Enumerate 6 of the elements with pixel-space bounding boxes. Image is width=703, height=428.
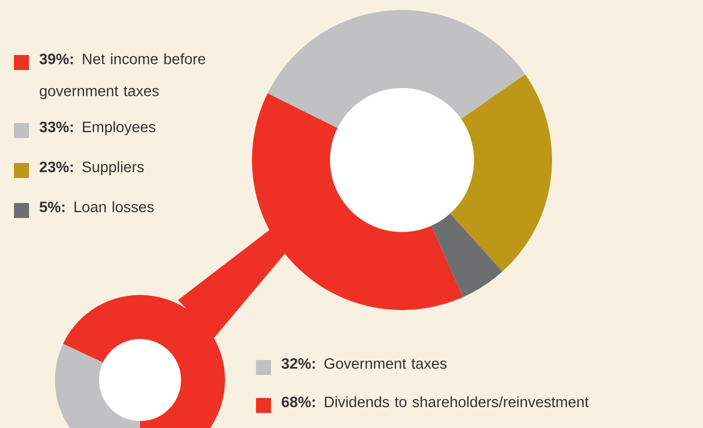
category-label: 39%: Net income before government taxes bbox=[40, 53, 206, 100]
legend-label: 23%: Suppliers bbox=[40, 161, 144, 176]
legend-label: 32%: Government taxes bbox=[282, 358, 447, 369]
legend-label: 5%: Loan losses bbox=[40, 201, 154, 212]
legend-label: 68%: Dividends to shareholders/reinvestment bbox=[282, 396, 589, 408]
legend-label: 33%: Employees bbox=[40, 121, 156, 136]
